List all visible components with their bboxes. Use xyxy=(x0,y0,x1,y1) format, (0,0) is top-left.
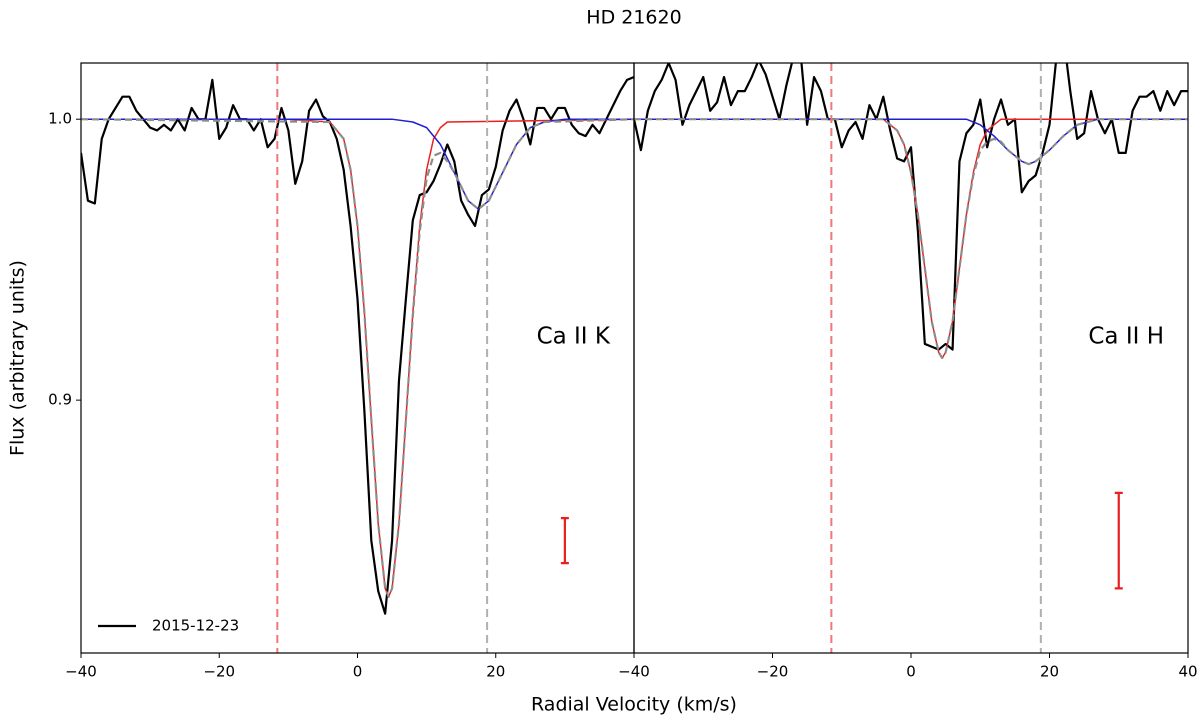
figure-title: HD 21620 xyxy=(586,7,681,29)
series-line xyxy=(81,118,634,598)
annotation: Ca II K xyxy=(537,324,611,350)
series-line xyxy=(634,118,1188,360)
error-bar xyxy=(560,517,569,565)
y-tick-label: 1.0 xyxy=(48,110,72,128)
y-tick-label: 0.9 xyxy=(48,391,72,409)
series-line xyxy=(81,118,634,210)
axes-frame xyxy=(633,62,1189,654)
x-tick-label: −40 xyxy=(618,663,650,681)
x-axis-label: Radial Velocity (km/s) xyxy=(531,694,737,716)
legend-label: 2015-12-23 xyxy=(152,617,239,635)
annotation: Ca II H xyxy=(1088,324,1164,350)
axes-frame xyxy=(80,62,635,654)
series-line xyxy=(81,118,634,598)
x-tick-label: −40 xyxy=(65,663,97,681)
x-tick-label: 0 xyxy=(906,663,916,681)
y-axis-label: Flux (arbitrary units) xyxy=(7,260,29,456)
x-tick-label: −20 xyxy=(757,663,789,681)
x-tick-label: 40 xyxy=(1178,663,1197,681)
series-line xyxy=(634,63,1188,351)
plot-area xyxy=(634,63,1188,653)
plot-area xyxy=(81,63,634,653)
x-tick-label: 20 xyxy=(1040,663,1059,681)
x-tick-label: −20 xyxy=(203,663,235,681)
series-line xyxy=(81,76,634,615)
x-tick-label: 0 xyxy=(353,663,363,681)
x-tick-label: 20 xyxy=(486,663,505,681)
error-bar xyxy=(1114,491,1123,590)
